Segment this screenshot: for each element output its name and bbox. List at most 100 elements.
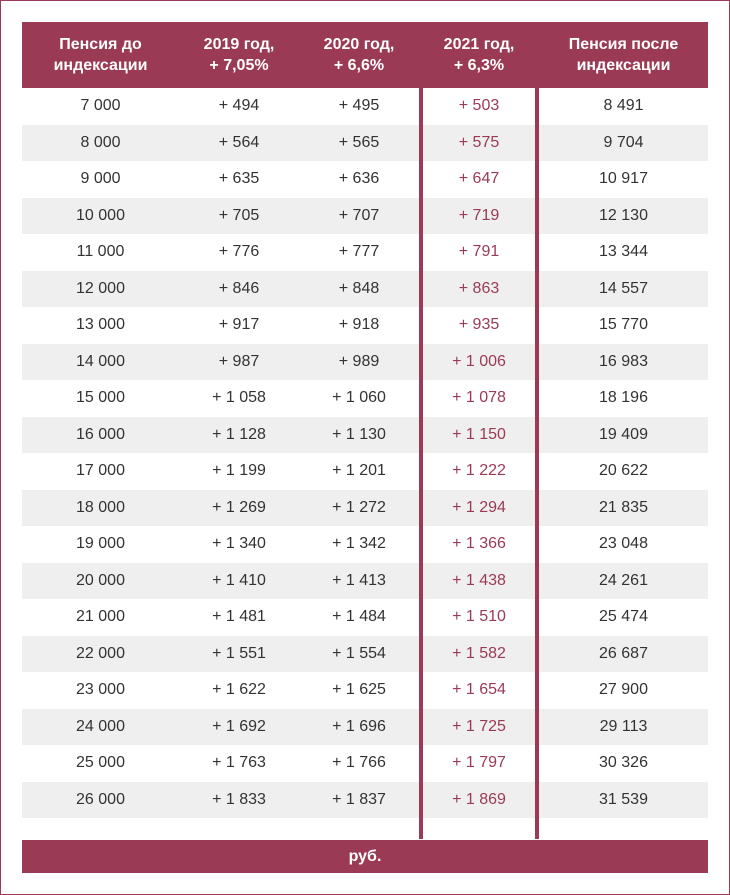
cell-2019: + 1 410 [212,571,266,589]
cell-pension-before: 22 000 [76,644,125,662]
cell-2021: + 1 294 [452,498,506,516]
cell-2019: + 705 [218,206,260,224]
cell-2021: + 935 [458,316,500,334]
cell-pension-before: 10 000 [76,206,125,224]
cell-pension-before: 8 000 [80,133,121,151]
cell-pension-after: 27 900 [599,681,648,699]
table-row: 24 000 + 1 692 + 1 696 + 1 725 29 113 [22,708,708,745]
table-row: 17 000 + 1 199 + 1 201 + 1 222 20 622 [22,453,708,490]
cell-2019: + 1 199 [212,462,266,480]
table-row: 23 000 + 1 622 + 1 625 + 1 654 27 900 [22,672,708,709]
cell-2019: + 1 481 [212,608,266,626]
cell-2019: + 1 763 [212,754,266,772]
cell-2019: + 1 128 [212,425,266,443]
cell-pension-after: 21 835 [599,498,648,516]
cell-2019: + 1 622 [212,681,266,699]
cell-2021: + 863 [458,279,500,297]
table-row: 22 000 + 1 551 + 1 554 + 1 582 26 687 [22,635,708,672]
table-row: 21 000 + 1 481 + 1 484 + 1 510 25 474 [22,599,708,636]
cell-2021: + 503 [458,97,500,115]
table-row: 13 000 + 917 + 918 + 935 15 770 [22,307,708,344]
table-row: 9 000 + 635 + 636 + 647 10 917 [22,161,708,198]
cell-2021: + 1 725 [452,717,506,735]
cell-2020: + 1 272 [332,498,386,516]
cell-2020: + 495 [338,97,380,115]
table-row: 18 000 + 1 269 + 1 272 + 1 294 21 835 [22,489,708,526]
cell-pension-after: 29 113 [599,717,648,735]
cell-pension-before: 17 000 [76,462,125,480]
cell-2021: + 575 [458,133,500,151]
cell-pension-after: 24 261 [599,571,648,589]
cell-2019: + 917 [218,316,260,334]
cell-pension-after: 23 048 [599,535,648,553]
header-pension-after: Пенсия после индексации [568,36,679,74]
cell-pension-before: 9 000 [80,170,121,188]
cell-2019: + 776 [218,243,260,261]
cell-pension-before: 26 000 [76,790,125,808]
cell-2020: + 1 625 [332,681,386,699]
cell-pension-before: 7 000 [80,97,121,115]
table-row: 10 000 + 705 + 707 + 719 12 130 [22,197,708,234]
cell-pension-after: 26 687 [599,644,648,662]
cell-pension-before: 18 000 [76,498,125,516]
table-header: Пенсия до индексации 2019 год, + 7,05% 2… [22,22,708,88]
cell-2020: + 1 484 [332,608,386,626]
cell-2021: + 719 [458,206,500,224]
cell-pension-after: 8 491 [603,97,644,115]
pension-table: Пенсия до индексации 2019 год, + 7,05% 2… [22,22,708,818]
cell-2020: + 1 554 [332,644,386,662]
cell-2020: + 918 [338,316,380,334]
cell-2021: + 1 078 [452,389,506,407]
cell-2019: + 1 269 [212,498,266,516]
cell-pension-after: 15 770 [599,316,648,334]
cell-2021: + 647 [458,170,500,188]
cell-2020: + 1 766 [332,754,386,772]
cell-pension-before: 21 000 [76,608,125,626]
cell-pension-before: 19 000 [76,535,125,553]
cell-2020: + 1 413 [332,571,386,589]
cell-pension-before: 12 000 [76,279,125,297]
cell-pension-before: 24 000 [76,717,125,735]
cell-2019: + 564 [218,133,260,151]
cell-2019: + 1 692 [212,717,266,735]
cell-2021: + 1 654 [452,681,506,699]
cell-2019: + 1 340 [212,535,266,553]
cell-2019: + 494 [218,97,260,115]
column-2021-highlight-left [419,88,423,839]
cell-pension-before: 14 000 [76,352,125,370]
table-row: 25 000 + 1 763 + 1 766 + 1 797 30 326 [22,745,708,782]
cell-2020: + 848 [338,279,380,297]
cell-2020: + 1 837 [332,790,386,808]
cell-2020: + 565 [338,133,380,151]
header-2021: 2021 год, + 6,3% [443,36,515,74]
cell-pension-after: 16 983 [599,352,648,370]
cell-pension-before: 23 000 [76,681,125,699]
cell-pension-after: 9 704 [603,133,644,151]
cell-2019: + 987 [218,352,260,370]
cell-pension-before: 15 000 [76,389,125,407]
cell-2020: + 1 130 [332,425,386,443]
cell-2021: + 791 [458,243,500,261]
cell-2021: + 1 222 [452,462,506,480]
cell-pension-after: 30 326 [599,754,648,772]
header-2019: 2019 год, + 7,05% [203,36,275,74]
cell-pension-after: 18 196 [599,389,648,407]
cell-2021: + 1 510 [452,608,506,626]
table-row: 12 000 + 846 + 848 + 863 14 557 [22,270,708,307]
cell-pension-after: 10 917 [599,170,648,188]
header-pension-before: Пенсия до индексации [53,36,148,74]
cell-2019: + 1 833 [212,790,266,808]
cell-pension-after: 25 474 [599,608,648,626]
cell-2020: + 1 201 [332,462,386,480]
cell-pension-after: 12 130 [599,206,648,224]
cell-2020: + 989 [338,352,380,370]
cell-2021: + 1 366 [452,535,506,553]
table-body: 7 000 + 494 + 495 + 503 8 491 8 000 + 564 + 565… [22,88,708,818]
table-row: 14 000 + 987 + 989 + 1 006 16 983 [22,343,708,380]
table-row: 26 000 + 1 833 + 1 837 + 1 869 31 539 [22,781,708,818]
cell-pension-before: 16 000 [76,425,125,443]
cell-2020: + 1 060 [332,389,386,407]
cell-2019: + 846 [218,279,260,297]
cell-pension-after: 14 557 [599,279,648,297]
cell-pension-before: 13 000 [76,316,125,334]
